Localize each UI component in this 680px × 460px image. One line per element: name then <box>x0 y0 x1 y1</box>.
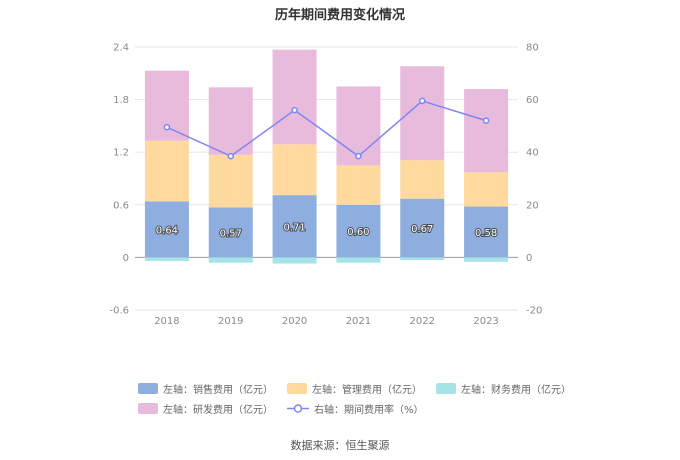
bar-segment <box>400 198 445 258</box>
legend-item-rnd[interactable]: 左轴：研发费用（亿元） <box>138 401 273 416</box>
bar-segment <box>272 195 317 258</box>
y-left-tick-label: 0.6 <box>113 200 129 211</box>
bar-value-label: 0.67 <box>411 224 433 235</box>
bar-segment <box>400 257 445 261</box>
bar-segment <box>464 206 509 258</box>
rate-point <box>163 123 171 131</box>
y-right-tick-label: 20 <box>526 200 539 211</box>
legend-label-finance: 左轴：财务费用（亿元） <box>461 384 571 396</box>
legend-item-finance[interactable]: 左轴：财务费用（亿元） <box>436 381 571 396</box>
legend-label-admin: 左轴：管理费用（亿元） <box>312 384 422 396</box>
y-right-tick-label: 60 <box>526 95 539 106</box>
rate-point <box>227 152 234 160</box>
rate-point <box>291 106 298 114</box>
rate-point <box>482 117 490 124</box>
y-left-tick-label: 0 <box>123 253 129 264</box>
y-right-tick-label: -20 <box>526 306 542 317</box>
bar-segment <box>272 49 317 145</box>
y-right-tick-label: 0 <box>526 253 532 264</box>
legend-label-rnd: 左轴：研发费用（亿元） <box>163 404 273 416</box>
bar-segment <box>400 160 445 199</box>
bar-segment <box>144 201 189 258</box>
bar-segment <box>272 144 317 196</box>
bar-segment <box>144 140 189 202</box>
bar-segment <box>208 257 253 263</box>
bar-value-label: 0.58 <box>475 228 497 239</box>
bar-value-label: 0.60 <box>347 227 369 238</box>
rate-line <box>166 100 487 158</box>
bar-segment <box>208 207 253 258</box>
legend-swatch-finance <box>436 382 456 394</box>
bar-segment <box>336 204 381 258</box>
legend-item-rate[interactable]: 右轴：期间费用率（%） <box>287 401 424 416</box>
bar-segment <box>464 257 509 262</box>
legend-label-rate: 右轴：期间费用率（%） <box>314 404 424 416</box>
x-tick-label: 2019 <box>218 316 243 327</box>
legend-swatch-rate <box>287 403 309 413</box>
y-left-tick-label: 1.2 <box>113 148 129 159</box>
bar-segment <box>400 66 445 161</box>
bar-segment <box>208 87 253 155</box>
bar-segment <box>464 172 509 207</box>
x-tick-label: 2022 <box>410 316 435 327</box>
bar-segment <box>272 257 317 264</box>
y-right-tick-label: 40 <box>526 148 539 159</box>
legend-item-sales[interactable]: 左轴：销售费用（亿元） <box>138 381 273 396</box>
bar-value-label: 0.71 <box>283 222 305 233</box>
y-left-tick-label: 1.8 <box>113 95 129 106</box>
x-tick-label: 2021 <box>346 316 371 327</box>
legend: 左轴：销售费用（亿元） 左轴：管理费用（亿元） 左轴：财务费用（亿元） 左轴：研… <box>138 378 571 418</box>
legend-label-sales: 左轴：销售费用（亿元） <box>163 384 273 396</box>
bar-segment <box>144 257 189 261</box>
bar-segment <box>336 257 381 263</box>
legend-swatch-rnd <box>138 402 158 414</box>
y-left-tick-label: -0.6 <box>109 306 129 317</box>
y-left-tick-label: 2.4 <box>113 43 129 54</box>
rate-point <box>419 97 426 105</box>
bar-segment <box>336 165 381 205</box>
x-tick-label: 2023 <box>473 316 498 327</box>
legend-swatch-sales <box>138 382 158 394</box>
legend-item-admin[interactable]: 左轴：管理费用（亿元） <box>287 381 422 396</box>
bar-segment <box>336 86 381 166</box>
rate-point <box>355 152 362 160</box>
legend-swatch-admin <box>287 382 307 394</box>
chart-canvas: -0.6 0 0.6 1.2 1.8 2.4 -20 0 20 40 60 80 2018 2019 202… <box>109 43 542 328</box>
data-source: 数据来源：恒生聚源 <box>290 439 390 452</box>
x-tick-label: 2020 <box>282 316 307 327</box>
y-right-tick-label: 80 <box>526 43 539 54</box>
x-tick-label: 2018 <box>154 316 179 327</box>
bar-segment <box>208 154 253 208</box>
chart-title: 历年期间费用变化情况 <box>274 8 405 23</box>
bar-segment <box>464 89 509 173</box>
bar-value-label: 0.57 <box>220 228 242 239</box>
bar-value-label: 0.64 <box>156 225 178 236</box>
